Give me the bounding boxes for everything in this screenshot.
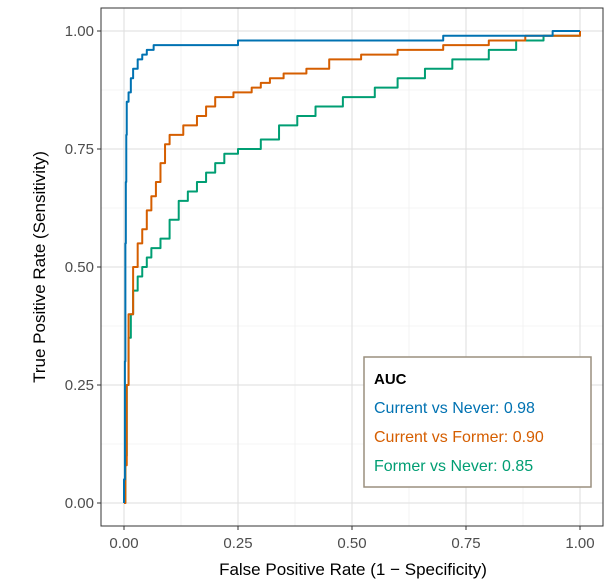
legend-box (363, 356, 592, 488)
y-tick-label: 0.75 (65, 141, 94, 158)
legend-entry-current-vs-never: Current vs Never: 0.98 (374, 400, 535, 417)
roc-curve-current-vs-former (124, 31, 581, 504)
x-tick-label: 0.00 (109, 535, 138, 552)
y-tick-label: 1.00 (65, 23, 94, 40)
roc-curve-former-vs-never (124, 31, 581, 504)
x-axis-title: False Positive Rate (1 − Specificity) (219, 560, 487, 579)
y-tick-label: 0.25 (65, 377, 94, 394)
y-tick-label: 0.00 (65, 495, 94, 512)
x-tick-label: 0.25 (223, 535, 252, 552)
y-axis-title: True Positive Rate (Sensitivity) (30, 151, 49, 383)
legend-entry-current-vs-former: Current vs Former: 0.90 (374, 429, 544, 446)
legend-entry-former-vs-never: Former vs Never: 0.85 (374, 458, 533, 475)
legend-title: AUC (374, 371, 407, 388)
roc-curve-current-vs-never (123, 30, 580, 503)
legend: AUC Current vs Never: 0.98 Current vs Fo… (363, 356, 592, 488)
series-lines (123, 30, 581, 504)
grid (101, 8, 603, 526)
axes: 0.00 0.25 0.50 0.75 1.00 0.00 0.25 0.50 0.75 1.00 (65, 23, 595, 552)
y-tick-label: 0.50 (65, 259, 94, 276)
x-tick-label: 0.75 (451, 535, 480, 552)
x-tick-label: 1.00 (565, 535, 594, 552)
x-tick-label: 0.50 (337, 535, 366, 552)
